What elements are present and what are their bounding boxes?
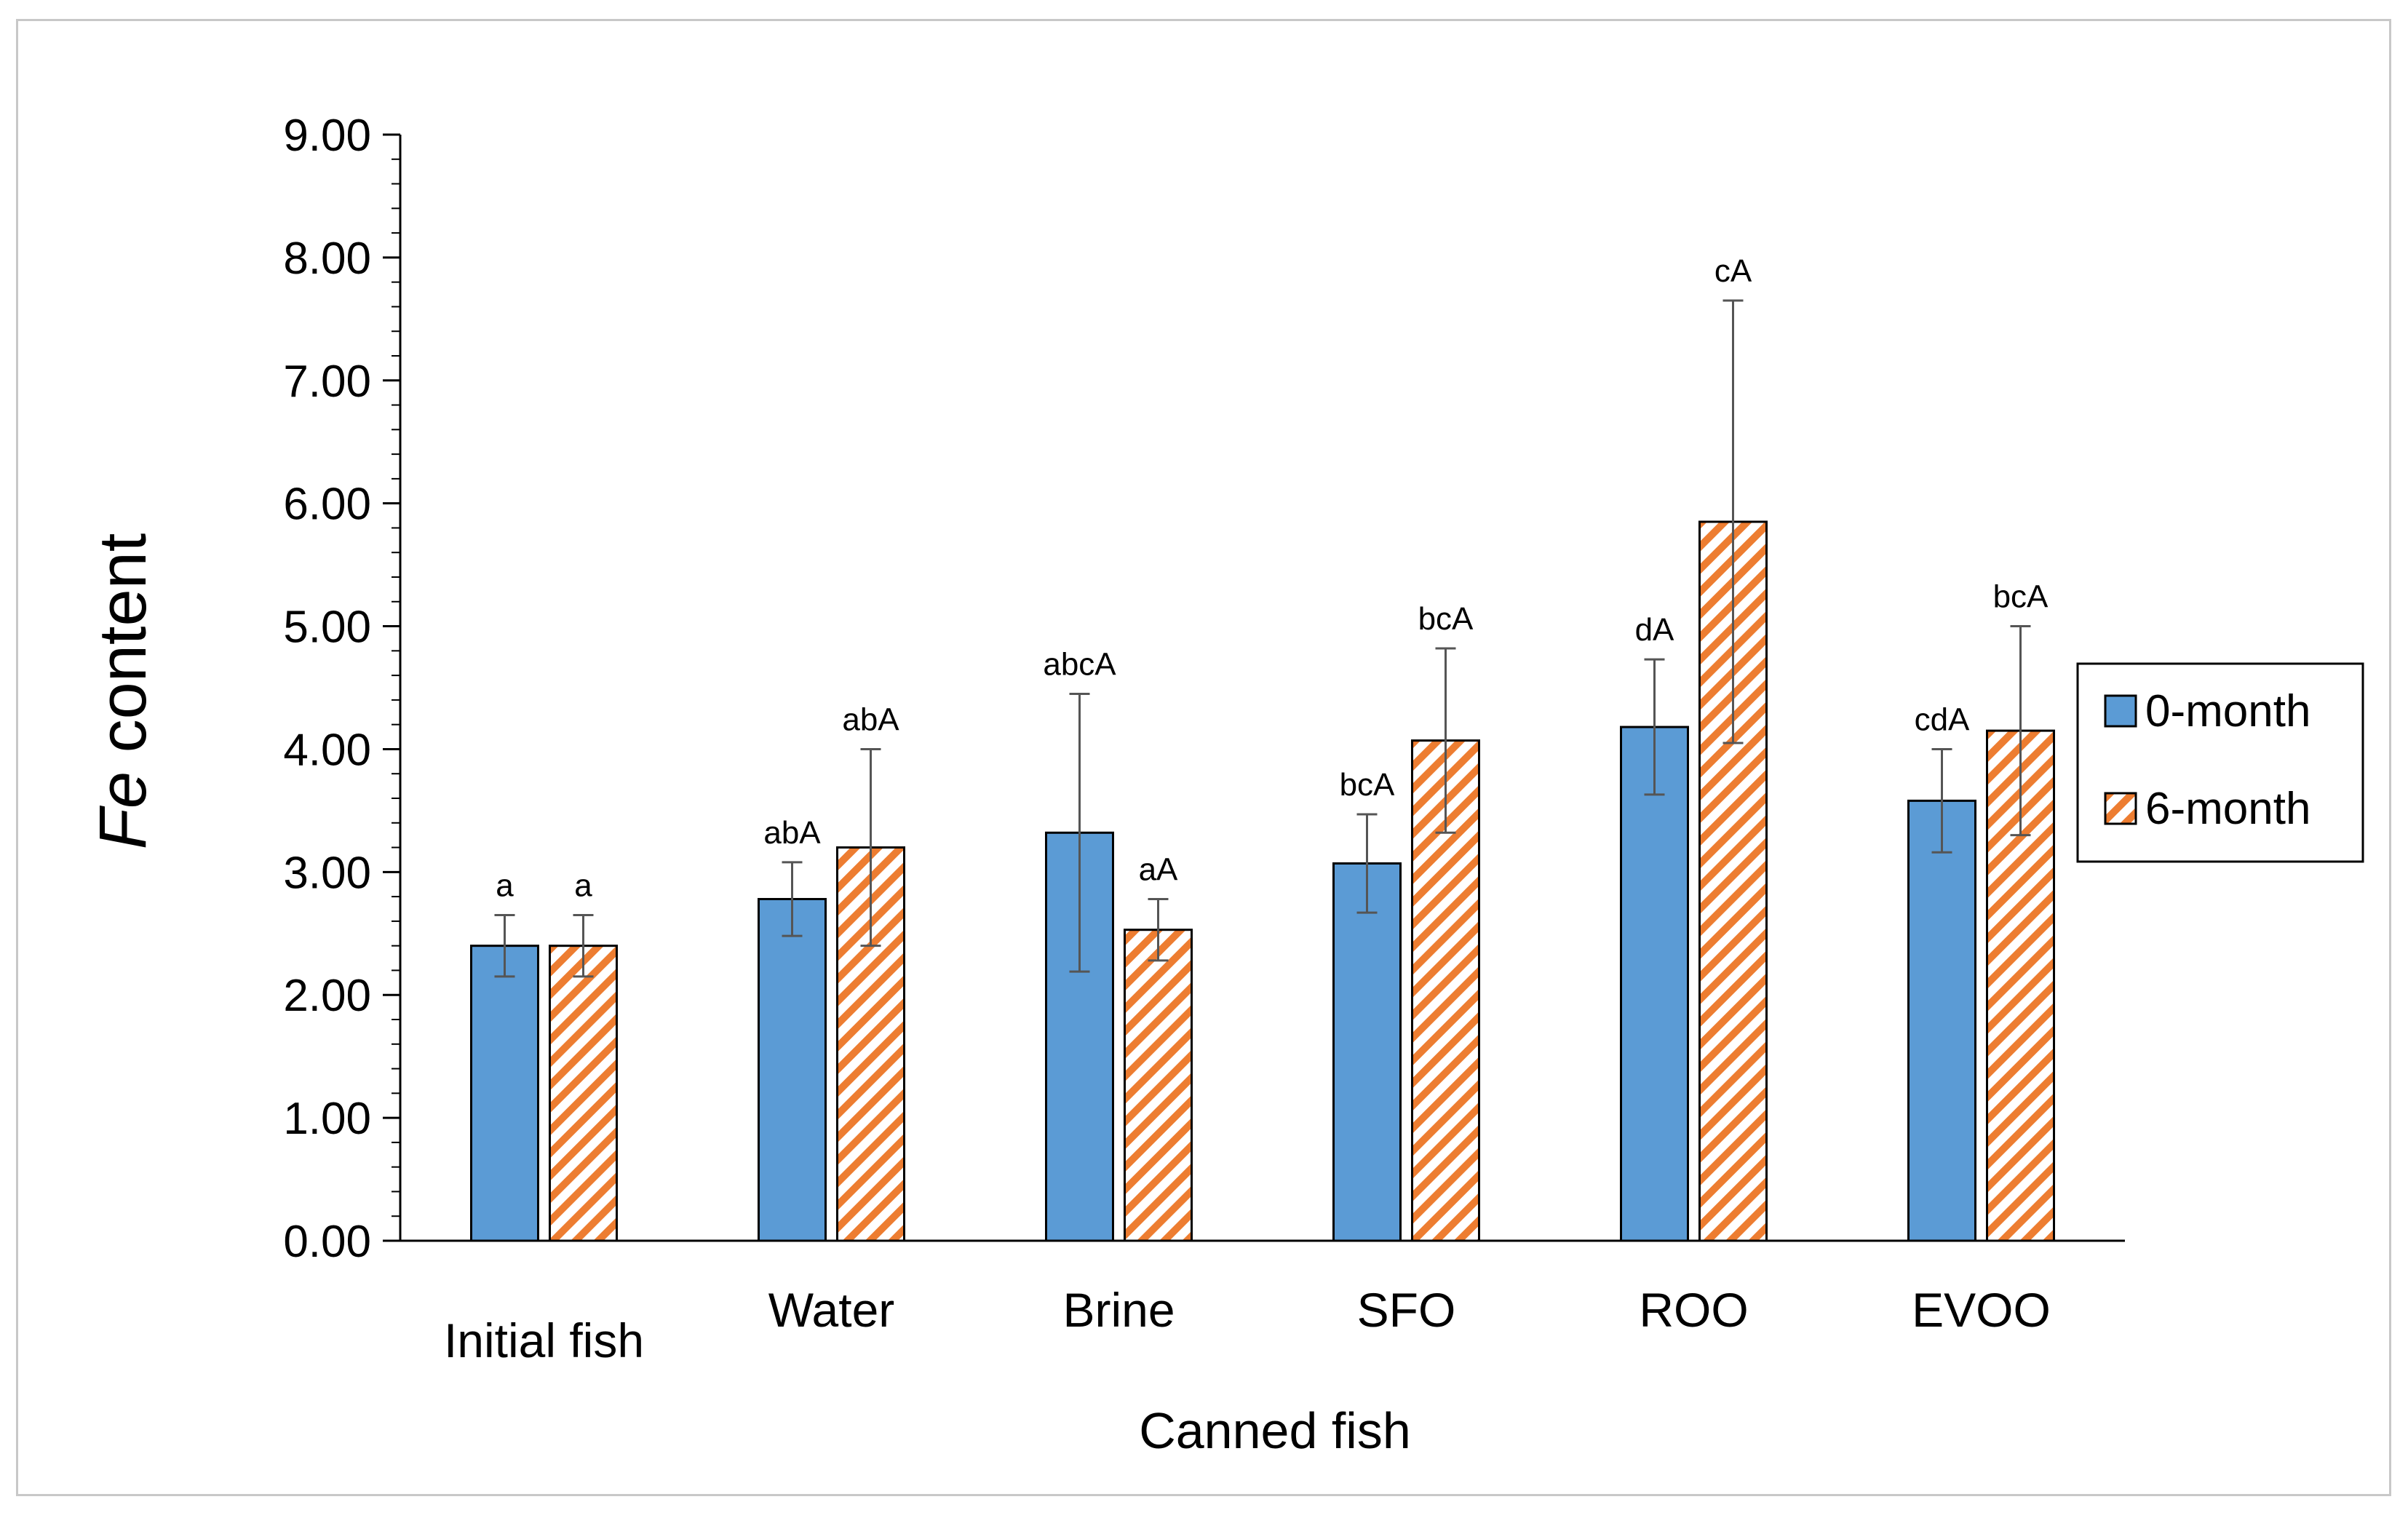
bar-sfo-0-month xyxy=(1332,862,1402,1242)
legend-label-6-month: 6-month xyxy=(2145,784,2310,834)
sig-label-brine-6-month: aA xyxy=(1139,851,1178,887)
legend-label-0-month: 0-month xyxy=(2145,686,2310,736)
y-tick-label: 0.00 xyxy=(283,1217,371,1267)
y-axis: 0.00 1.00 2.00 3.00 4.00 5.00 6.00 7.00 8.00 9.00 xyxy=(283,111,402,1267)
y-tick-label: 9.00 xyxy=(283,111,371,161)
sig-label-water-6-month: abA xyxy=(842,702,899,737)
x-axis-title: Canned fish xyxy=(1139,1402,1411,1459)
significance-labels: a a abA abA abcA aA bcA bcA dA cA cdA bcA xyxy=(496,253,2049,903)
bar-brine-6-month xyxy=(1124,929,1193,1242)
bar-evoo-0-month xyxy=(1907,799,1976,1242)
sig-label-sfo-6-month: bcA xyxy=(1418,601,1474,637)
bars xyxy=(470,520,2055,1242)
sig-label-roo-0-month: dA xyxy=(1635,612,1674,648)
category-label-water: Water xyxy=(768,1283,895,1337)
category-label-roo: ROO xyxy=(1639,1283,1748,1337)
y-axis-title-unit: content xyxy=(86,533,160,771)
sig-label-evoo-0-month: cdA xyxy=(1915,702,1970,737)
sig-label-roo-6-month: cA xyxy=(1714,253,1752,289)
y-tick-label: 2.00 xyxy=(283,971,371,1021)
sig-label-water-0-month: abA xyxy=(763,815,821,851)
category-label-initial-fish: Initial fish xyxy=(444,1314,644,1367)
legend: 0-month 6-month xyxy=(2076,662,2364,863)
y-tick-label: 7.00 xyxy=(283,357,371,407)
y-axis-title: Fe content xyxy=(86,533,160,850)
y-tick-label: 1.00 xyxy=(283,1094,371,1144)
category-labels: Initial fish Water Brine SFO ROO EVOO xyxy=(444,1283,2051,1367)
y-tick-label: 4.00 xyxy=(283,725,371,775)
y-tick-label: 5.00 xyxy=(283,603,371,653)
error-bars xyxy=(494,299,2031,978)
bar-initial-fish-0-month xyxy=(470,945,539,1242)
sig-label-sfo-0-month: bcA xyxy=(1340,767,1395,803)
sig-label-initial-fish-6-month: a xyxy=(574,867,592,903)
y-tick-label: 3.00 xyxy=(283,848,371,898)
legend-swatch-0-month xyxy=(2104,694,2137,728)
category-label-brine: Brine xyxy=(1062,1283,1175,1337)
sig-label-brine-0-month: abcA xyxy=(1043,646,1116,682)
y-axis-title-element: Fe xyxy=(86,771,160,849)
bar-water-0-month xyxy=(758,897,827,1242)
category-label-evoo: EVOO xyxy=(1912,1283,2051,1337)
bar-roo-0-month xyxy=(1620,726,1689,1242)
y-tick-label: 8.00 xyxy=(283,234,371,284)
sig-label-evoo-6-month: bcA xyxy=(1993,579,2049,615)
legend-swatch-6-month xyxy=(2104,792,2137,825)
y-tick-label: 6.00 xyxy=(283,480,371,530)
category-label-sfo: SFO xyxy=(1357,1283,1456,1337)
sig-label-initial-fish-0-month: a xyxy=(496,867,514,903)
bar-initial-fish-6-month xyxy=(549,945,618,1242)
